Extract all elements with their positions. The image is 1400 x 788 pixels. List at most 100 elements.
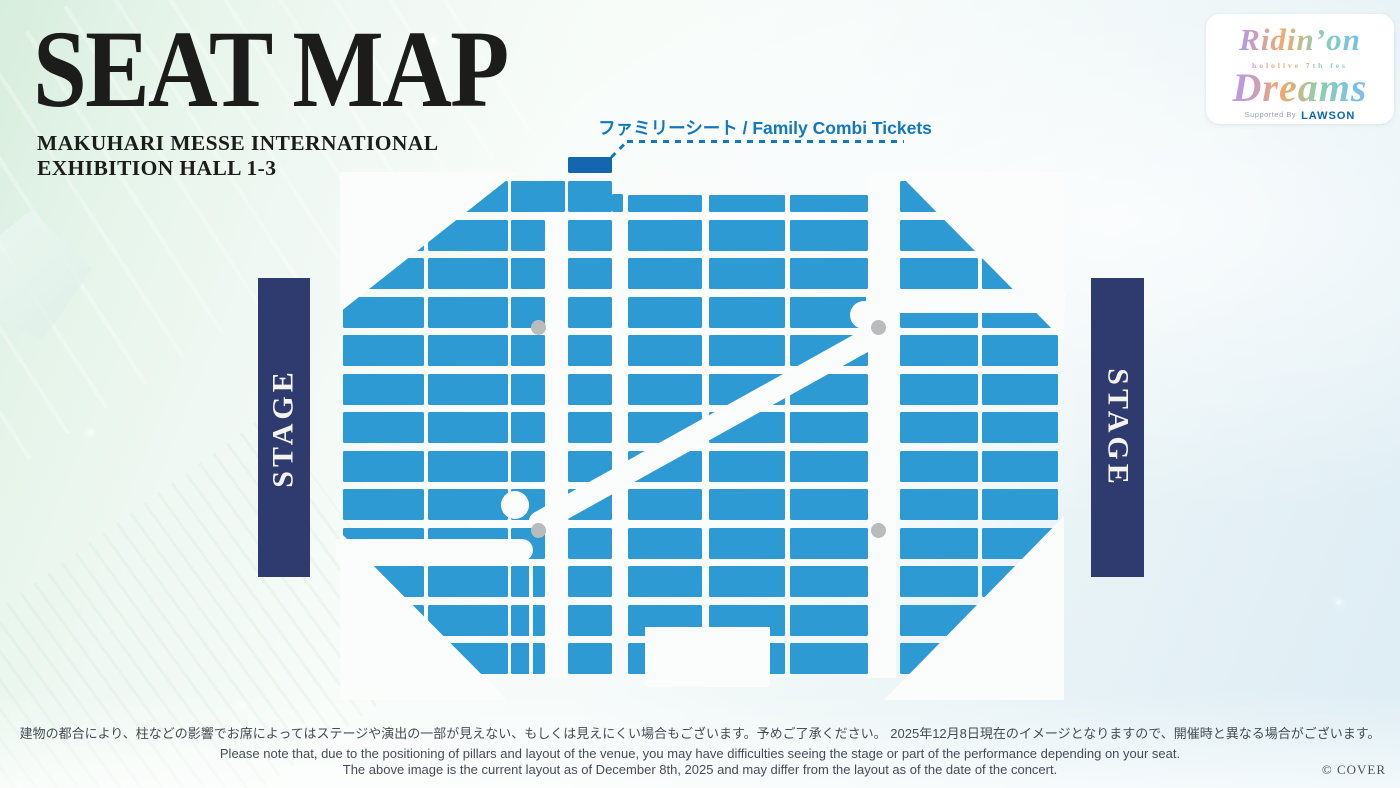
venue-line1: MAKUHARI MESSE INTERNATIONAL <box>37 131 439 155</box>
pillar-dot <box>530 522 546 538</box>
seat-block <box>568 566 612 597</box>
seat-block <box>900 489 978 520</box>
seat-block <box>511 181 565 212</box>
seat-block <box>900 451 978 482</box>
venue-name: MAKUHARI MESSE INTERNATIONAL EXHIBITION … <box>37 131 438 181</box>
family-seat-block <box>568 157 612 173</box>
vertical-aisle-right <box>868 174 896 678</box>
seat-block <box>790 489 868 520</box>
pillar-dot <box>530 319 546 335</box>
seat-block <box>428 412 508 443</box>
seat-block <box>628 297 702 328</box>
seat-block <box>628 195 702 212</box>
seat-block <box>511 643 545 674</box>
seat-block <box>628 220 702 251</box>
seat-block <box>343 412 424 443</box>
pillar-dot <box>870 319 886 335</box>
seat-block <box>900 528 978 559</box>
seat-block <box>790 258 868 289</box>
seat-block <box>790 643 868 674</box>
disclaimer-english-line1: Please note that, due to the positioning… <box>219 746 1181 761</box>
seat-block <box>982 374 1058 405</box>
lawson-logo: LAWSON <box>1301 110 1356 122</box>
seat-block <box>511 258 545 289</box>
disclaimer-english-line2: The above image is the current layout as… <box>342 762 1058 777</box>
bottom-notch <box>645 627 770 687</box>
seat-block <box>900 258 978 289</box>
logo-subtitle: hololive 7th fes <box>1206 61 1394 70</box>
seat-block <box>709 220 785 251</box>
stage-left: STAGE <box>258 278 310 577</box>
seat-block <box>982 451 1058 482</box>
seat-block <box>709 297 785 328</box>
seat-block <box>709 566 785 597</box>
sparkle-decoration <box>240 702 245 707</box>
seat-block <box>428 335 508 366</box>
seat-block <box>343 451 424 482</box>
seat-block <box>568 258 612 289</box>
seat-block <box>511 335 545 366</box>
seat-block <box>343 374 424 405</box>
seat-block <box>568 528 612 559</box>
seat-block <box>511 220 545 251</box>
seat-block <box>568 335 612 366</box>
seat-block <box>790 195 868 212</box>
seat-block <box>790 220 868 251</box>
vertical-aisle-left <box>546 213 567 678</box>
sparkle-decoration <box>1090 175 1095 180</box>
seat-block <box>790 412 868 443</box>
seat-block <box>568 605 612 636</box>
seat-block <box>568 220 612 251</box>
seat-block <box>343 489 424 520</box>
seat-block <box>343 297 424 328</box>
seat-block <box>343 335 424 366</box>
seat-block <box>511 566 545 597</box>
seat-block <box>900 374 978 405</box>
seat-block <box>511 451 545 482</box>
seat-block <box>628 258 702 289</box>
stage-right: STAGE <box>1091 278 1144 577</box>
aisle-junction-bulge <box>501 491 529 519</box>
horizontal-aisle-left <box>336 539 533 561</box>
seat-block <box>982 412 1058 443</box>
family-seat-label: ファミリーシート / Family Combi Tickets <box>598 118 932 138</box>
seat-block <box>709 489 785 520</box>
event-logo: Ridin’on hololive 7th fes Dreams Support… <box>1206 14 1394 124</box>
seat-block <box>511 412 545 443</box>
sparkle-decoration <box>88 430 93 435</box>
left-column-split <box>529 560 533 678</box>
seat-block <box>568 374 612 405</box>
seat-block <box>568 643 612 674</box>
seat-block <box>511 605 545 636</box>
seat-block <box>900 335 978 366</box>
sparkle-decoration <box>1336 600 1341 605</box>
seat-block <box>568 181 612 212</box>
family-label-dashed-underline <box>627 140 904 143</box>
seat-block <box>790 451 868 482</box>
seat-block <box>612 194 623 212</box>
seat-block <box>628 374 702 405</box>
copyright-notice: © COVER <box>1321 762 1386 777</box>
logo-supported-by: Supported By LAWSON <box>1244 110 1356 122</box>
seat-block <box>628 489 702 520</box>
seat-block <box>428 258 508 289</box>
seat-block <box>790 605 868 636</box>
page-title: SEAT MAP <box>33 8 509 130</box>
seat-block <box>709 451 785 482</box>
seat-block <box>428 374 508 405</box>
seat-block <box>900 566 978 597</box>
seat-block <box>428 566 508 597</box>
seat-block <box>628 335 702 366</box>
horizontal-aisle-right <box>866 292 1066 313</box>
sparkle-decoration <box>150 95 155 100</box>
seat-block <box>790 528 868 559</box>
venue-line2: EXHIBITION HALL 1-3 <box>37 156 277 180</box>
seat-block <box>428 297 508 328</box>
disclaimer-japanese: 建物の都合により、柱などの影響でお席によってはステージや演出の一部が見えない、も… <box>19 726 1381 741</box>
seat-block <box>982 335 1058 366</box>
seat-block <box>790 566 868 597</box>
seat-block <box>568 297 612 328</box>
seat-block <box>709 258 785 289</box>
